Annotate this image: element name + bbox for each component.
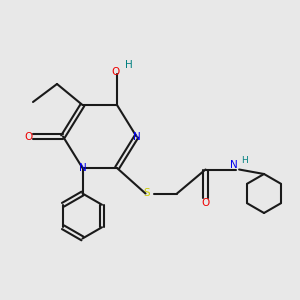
- Text: N: N: [79, 163, 86, 173]
- Text: O: O: [111, 67, 120, 77]
- Text: S: S: [144, 188, 150, 199]
- Text: H: H: [125, 59, 133, 70]
- Text: O: O: [201, 197, 210, 208]
- Text: N: N: [230, 160, 238, 170]
- Text: N: N: [133, 131, 140, 142]
- Text: H: H: [241, 156, 248, 165]
- Text: O: O: [24, 131, 33, 142]
